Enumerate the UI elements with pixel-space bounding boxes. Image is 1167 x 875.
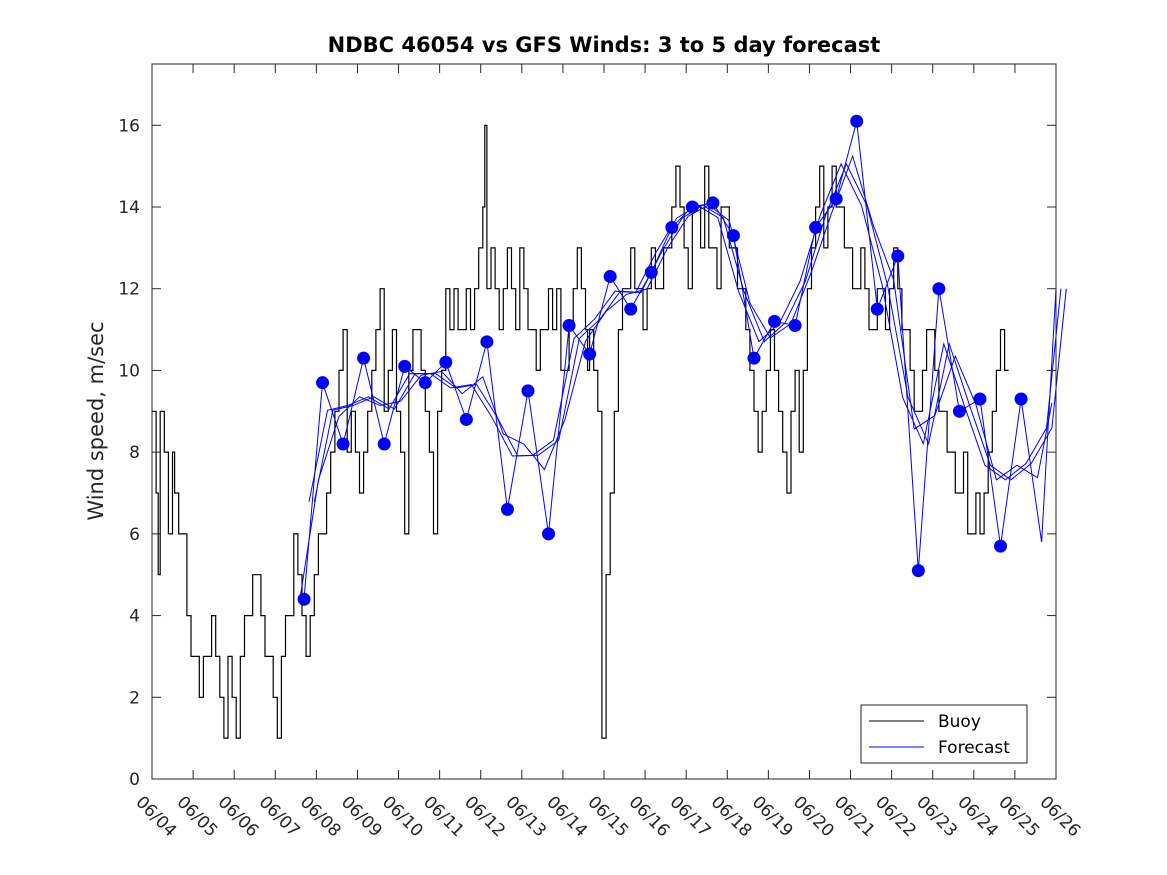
x-tick-label: 06/15 [583,792,632,841]
buoy-line [152,124,1009,739]
forecast-marker [521,384,535,398]
legend-forecast-label: Forecast [938,738,1010,758]
plot-area [152,64,1056,779]
forecast-marker [932,282,946,296]
forecast-marker [952,404,966,418]
forecast-marker [500,502,514,516]
x-tick-label: 06/08 [296,792,345,841]
legend: Buoy Forecast [860,704,1028,764]
forecast-marker [297,592,311,606]
x-tick-label: 06/05 [173,792,222,841]
x-tick-label: 06/18 [707,792,756,841]
forecast-marker [665,220,679,234]
forecast-marker [870,302,884,316]
forecast-marker [747,351,761,365]
forecast-marker [891,249,905,263]
x-tick-label: 06/24 [953,792,1002,841]
forecast-marker [911,564,925,578]
y-axis-label: Wind speed, m/sec [84,321,108,520]
legend-buoy-label: Buoy [938,712,981,732]
x-tick-label: 06/04 [131,792,180,841]
x-tick-label: 06/25 [994,792,1043,841]
forecast-marker [542,527,556,541]
y-tick-label: 4 [129,607,140,627]
forecast-marker [459,412,473,426]
y-tick-label: 16 [118,116,140,136]
buoy-series [152,124,1009,739]
y-tick-label: 12 [118,280,140,300]
forecast-marker [644,265,658,279]
y-axis: 0 2 4 6 8 10 12 14 16 [118,116,1056,790]
forecast-marker [336,437,350,451]
legend-box [860,704,1028,764]
x-tick-label: 06/20 [789,792,838,841]
forecast-marker [706,196,720,210]
forecast-marker [418,376,432,390]
forecast-marker [809,220,823,234]
forecast-marker [788,318,802,332]
x-tick-label: 06/17 [666,792,715,841]
forecast-marker [726,229,740,243]
x-tick-label: 06/09 [337,792,386,841]
forecast-marker [480,335,494,349]
x-tick-label: 06/21 [830,792,879,841]
forecast-marker [603,269,617,283]
forecast-markers [297,114,1028,606]
forecast-marker [377,437,391,451]
forecast-marker [316,376,330,390]
x-tick-label: 06/10 [378,792,427,841]
y-tick-label: 2 [129,688,140,708]
forecast-marker [357,351,371,365]
y-tick-label: 14 [118,198,140,218]
forecast-marker [994,539,1008,553]
forecast-marker [685,200,699,214]
x-tick-label: 06/14 [542,792,591,841]
y-tick-label: 6 [129,525,140,545]
forecast-marker [973,392,987,406]
forecast-marker [583,347,597,361]
y-tick-label: 0 [129,770,140,790]
y-tick-label: 10 [118,361,140,381]
x-tick-label: 06/13 [501,792,550,841]
forecast-marker [439,355,453,369]
forecast-marker [398,359,412,373]
forecast-marker [624,302,638,316]
y-tick-label: 8 [129,443,140,463]
x-tick-label: 06/23 [912,792,961,841]
forecast-marker [562,318,576,332]
x-tick-label: 06/26 [1035,792,1084,841]
chart-title: NDBC 46054 vs GFS Winds: 3 to 5 day fore… [328,33,881,57]
x-tick-label: 06/22 [871,792,920,841]
forecast-marker [1014,392,1028,406]
x-tick-label: 06/06 [214,792,263,841]
forecast-marker [768,314,782,328]
x-tick-label: 06/07 [255,792,304,841]
forecast-line-run-2 [299,154,1053,600]
x-tick-label: 06/12 [460,792,509,841]
forecast-line-run-1 [308,162,1062,502]
x-tick-label: 06/16 [625,792,674,841]
forecast-marker [829,192,843,206]
x-tick-label: 06/11 [419,792,468,841]
forecast-marker [850,114,864,128]
x-tick-label: 06/19 [748,792,797,841]
